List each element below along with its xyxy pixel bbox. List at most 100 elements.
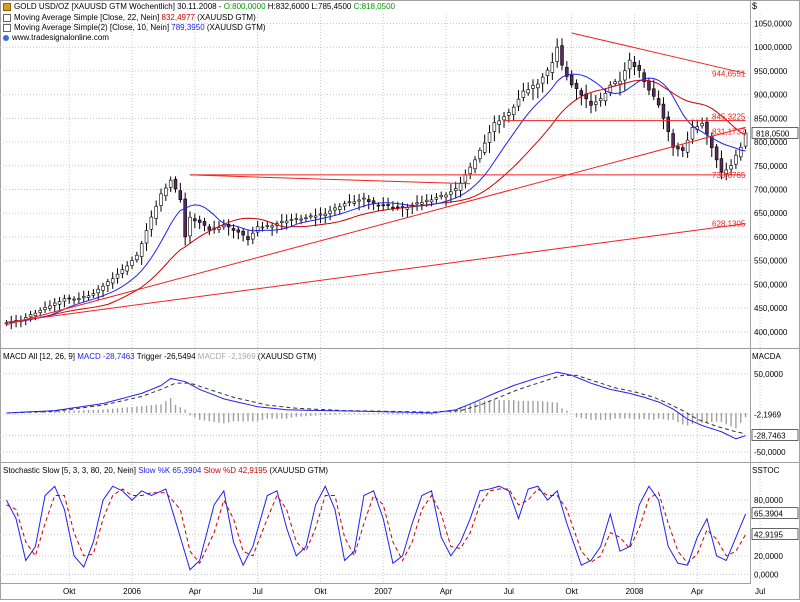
- candle-body[interactable]: [159, 193, 163, 206]
- candle-body[interactable]: [304, 217, 308, 220]
- candle-body[interactable]: [685, 139, 690, 153]
- trendline[interactable]: [189, 174, 471, 185]
- candle-body[interactable]: [77, 298, 81, 300]
- candle-body[interactable]: [4, 322, 9, 325]
- candle-body[interactable]: [594, 101, 598, 105]
- candle-body[interactable]: [202, 221, 207, 226]
- website-line[interactable]: www.tradesignalonline.com: [3, 33, 109, 42]
- candle-body[interactable]: [391, 206, 395, 209]
- candle-body[interactable]: [284, 220, 289, 224]
- candle-body[interactable]: [193, 218, 197, 222]
- candle-body[interactable]: [507, 112, 511, 116]
- candle-body[interactable]: [627, 59, 632, 70]
- candle-body[interactable]: [569, 74, 574, 86]
- checkbox-icon[interactable]: [3, 23, 11, 32]
- candle-body[interactable]: [323, 213, 328, 217]
- trigger-line[interactable]: [6, 374, 746, 435]
- candle-body[interactable]: [652, 88, 656, 97]
- candle-body[interactable]: [371, 200, 376, 204]
- candle-body[interactable]: [642, 72, 646, 82]
- candle-body[interactable]: [81, 296, 86, 299]
- candle-body[interactable]: [231, 228, 236, 231]
- candle-body[interactable]: [338, 206, 342, 210]
- candle-body[interactable]: [666, 116, 671, 132]
- candle-body[interactable]: [647, 80, 651, 91]
- candle-body[interactable]: [424, 199, 429, 202]
- candle-body[interactable]: [106, 281, 110, 286]
- stoch-k-line[interactable]: [5, 485, 747, 571]
- candle-body[interactable]: [289, 219, 294, 222]
- candle-body[interactable]: [313, 215, 318, 218]
- candle-body[interactable]: [139, 243, 144, 257]
- candle-body[interactable]: [618, 80, 622, 85]
- candle-body[interactable]: [52, 302, 57, 306]
- candle-body[interactable]: [511, 106, 516, 115]
- candle-body[interactable]: [521, 90, 526, 98]
- trendline[interactable]: [6, 223, 746, 323]
- candle-body[interactable]: [270, 225, 274, 228]
- candle-body[interactable]: [589, 100, 593, 106]
- candle-body[interactable]: [62, 298, 67, 302]
- candle-body[interactable]: [743, 132, 748, 147]
- candle-body[interactable]: [690, 127, 695, 140]
- candle-body[interactable]: [222, 224, 226, 228]
- candle-body[interactable]: [178, 190, 183, 201]
- candle-body[interactable]: [516, 98, 521, 107]
- candle-body[interactable]: [33, 312, 38, 317]
- candle-body[interactable]: [637, 65, 642, 71]
- candle-body[interactable]: [386, 204, 390, 206]
- candle-body[interactable]: [115, 273, 120, 279]
- candle-body[interactable]: [168, 179, 173, 188]
- ma22-line[interactable]: [6, 79, 746, 323]
- candle-body[interactable]: [579, 90, 584, 96]
- candle-body[interactable]: [236, 229, 241, 233]
- candle-body[interactable]: [463, 174, 468, 183]
- candle-body[interactable]: [719, 158, 724, 173]
- candle-body[interactable]: [246, 236, 250, 241]
- candle-body[interactable]: [299, 218, 303, 221]
- candle-body[interactable]: [173, 178, 178, 190]
- candle-body[interactable]: [120, 269, 125, 274]
- candle-body[interactable]: [96, 288, 100, 294]
- candle-body[interactable]: [188, 216, 192, 237]
- candle-body[interactable]: [729, 165, 733, 170]
- candle-body[interactable]: [487, 132, 492, 143]
- candle-body[interactable]: [38, 310, 42, 313]
- checkbox-icon[interactable]: [3, 13, 11, 22]
- candle-body[interactable]: [309, 215, 313, 218]
- candle-body[interactable]: [603, 92, 608, 102]
- candle-body[interactable]: [681, 147, 685, 151]
- candle-body[interactable]: [294, 218, 299, 220]
- trendline[interactable]: [6, 126, 746, 326]
- candle-body[interactable]: [381, 204, 385, 207]
- candle-body[interactable]: [526, 89, 530, 94]
- candle-body[interactable]: [217, 227, 221, 230]
- candle-body[interactable]: [453, 188, 458, 192]
- candle-body[interactable]: [492, 122, 497, 132]
- candle-body[interactable]: [101, 285, 105, 291]
- ma22-legend-line[interactable]: Moving Average Simple [Close, 22, Nein] …: [3, 13, 256, 22]
- candle-body[interactable]: [164, 187, 168, 196]
- candle-body[interactable]: [661, 103, 666, 119]
- candle-body[interactable]: [444, 194, 448, 198]
- candle-body[interactable]: [714, 146, 719, 161]
- candle-body[interactable]: [540, 76, 545, 84]
- candle-body[interactable]: [598, 98, 603, 101]
- candle-body[interactable]: [149, 216, 154, 230]
- candle-body[interactable]: [86, 295, 91, 298]
- candle-body[interactable]: [376, 204, 381, 207]
- candle-body[interactable]: [705, 121, 709, 135]
- candle-body[interactable]: [550, 62, 555, 73]
- candle-body[interactable]: [357, 199, 361, 202]
- candle-body[interactable]: [367, 199, 371, 203]
- candle-body[interactable]: [260, 226, 265, 229]
- ma10-line[interactable]: [6, 73, 746, 323]
- candle-body[interactable]: [478, 150, 482, 160]
- candle-body[interactable]: [110, 278, 115, 284]
- candle-body[interactable]: [318, 213, 323, 216]
- website-link[interactable]: www.tradesignalonline.com: [12, 33, 109, 42]
- candle-body[interactable]: [502, 116, 506, 121]
- candle-body[interactable]: [429, 199, 434, 203]
- candle-body[interactable]: [574, 82, 579, 89]
- candle-body[interactable]: [197, 219, 202, 223]
